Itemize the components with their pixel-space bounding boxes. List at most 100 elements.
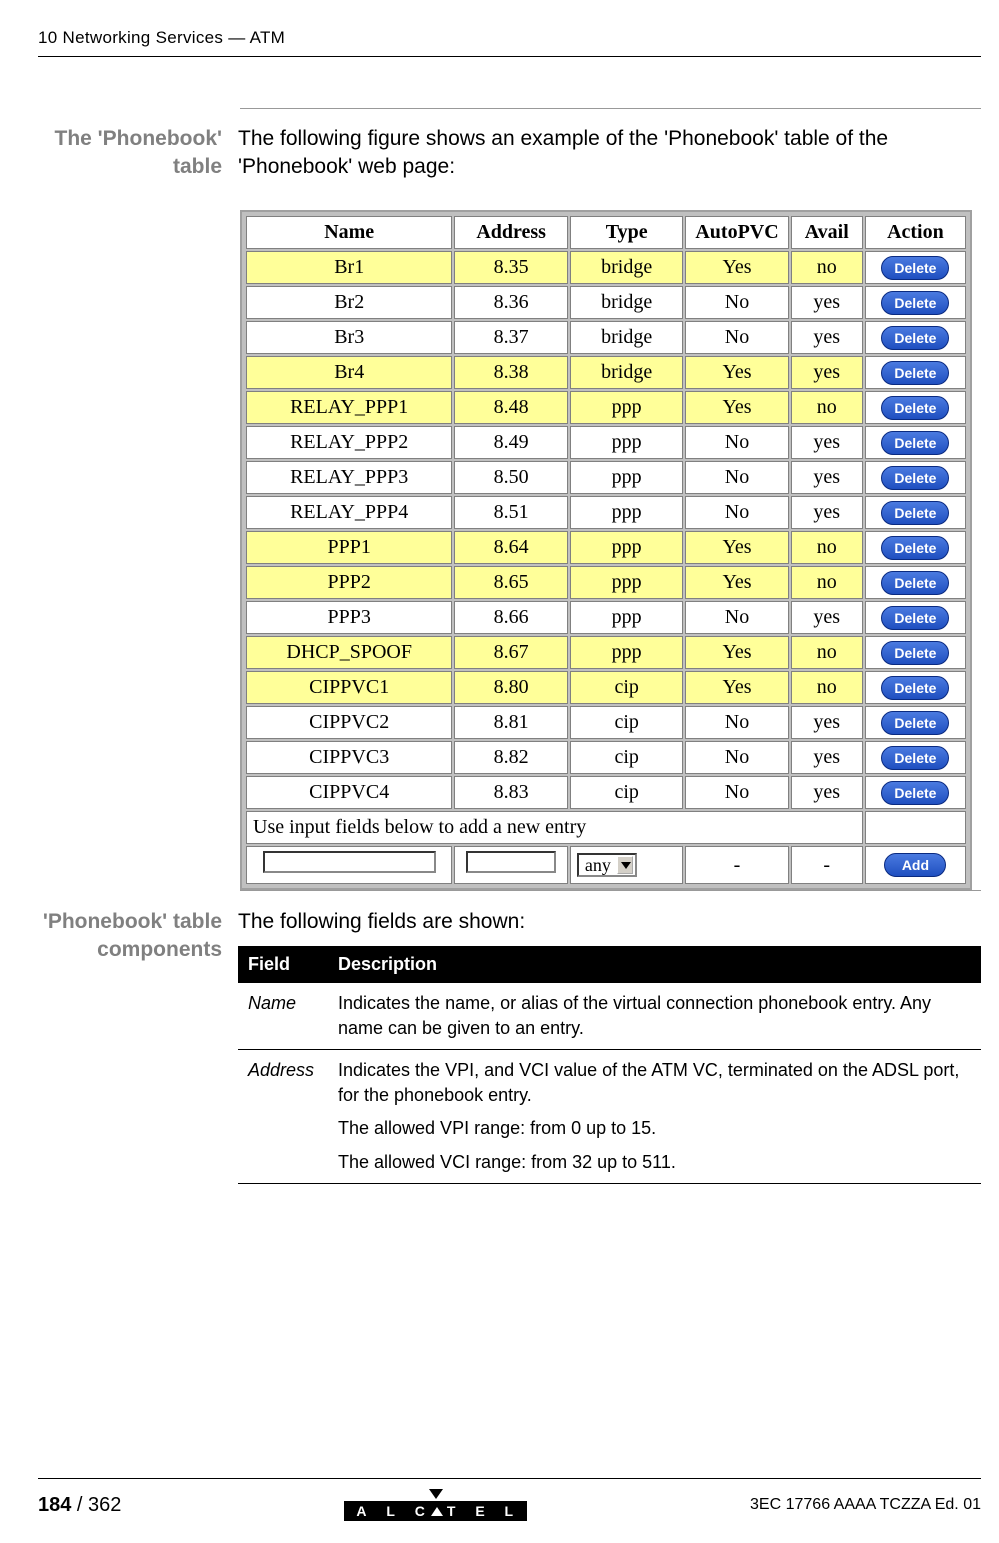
delete-button[interactable]: Delete <box>881 501 949 525</box>
cell-type: ppp <box>570 636 684 669</box>
delete-button[interactable]: Delete <box>881 606 949 630</box>
field-row: NameIndicates the name, or alias of the … <box>238 983 981 1050</box>
logo-inner-triangle-icon <box>431 1507 443 1516</box>
cell-address: 8.80 <box>454 671 568 704</box>
cell-autopvc: Yes <box>685 251 788 284</box>
delete-button[interactable]: Delete <box>881 256 949 280</box>
cell-address: 8.48 <box>454 391 568 424</box>
fields-col-field: Field <box>238 946 328 982</box>
cell-autopvc: Yes <box>685 671 788 704</box>
table-row: Br28.36bridgeNoyesDelete <box>246 286 966 319</box>
cell-type: ppp <box>570 426 684 459</box>
cell-avail: yes <box>791 601 863 634</box>
cell-type: bridge <box>570 321 684 354</box>
cell-action: Delete <box>865 776 966 809</box>
cell-avail: yes <box>791 706 863 739</box>
cell-action: Delete <box>865 601 966 634</box>
section-divider-1 <box>240 108 981 109</box>
type-select-value: any <box>585 855 611 876</box>
cell-avail: no <box>791 636 863 669</box>
cell-name: DHCP_SPOOF <box>246 636 452 669</box>
delete-button[interactable]: Delete <box>881 781 949 805</box>
table-row: DHCP_SPOOF8.67pppYesnoDelete <box>246 636 966 669</box>
page-footer: 184 / 362 A L CT E L 3EC 17766 AAAA TCZZ… <box>38 1478 981 1521</box>
cell-name: CIPPVC4 <box>246 776 452 809</box>
table-row: PPP38.66pppNoyesDelete <box>246 601 966 634</box>
table-row: RELAY_PPP48.51pppNoyesDelete <box>246 496 966 529</box>
section-phonebook-components: 'Phonebook' table components The followi… <box>38 908 981 1184</box>
table-row: RELAY_PPP18.48pppYesnoDelete <box>246 391 966 424</box>
field-desc-line: Indicates the name, or alias of the virt… <box>338 991 971 1041</box>
cell-type: bridge <box>570 356 684 389</box>
name-input[interactable] <box>263 851 436 873</box>
phonebook-header-row: NameAddressTypeAutoPVCAvailAction <box>246 216 966 249</box>
cell-avail: yes <box>791 426 863 459</box>
cell-action: Delete <box>865 671 966 704</box>
intro-text-2: The following fields are shown: <box>238 908 981 936</box>
add-button[interactable]: Add <box>884 853 946 877</box>
cell-address: 8.64 <box>454 531 568 564</box>
cell-address: 8.36 <box>454 286 568 319</box>
delete-button[interactable]: Delete <box>881 711 949 735</box>
delete-button[interactable]: Delete <box>881 466 949 490</box>
cell-action: Delete <box>865 636 966 669</box>
instruction-row: Use input fields below to add a new entr… <box>246 811 966 844</box>
cell-autopvc: No <box>685 776 788 809</box>
running-header: 10 Networking Services — ATM <box>38 28 285 48</box>
cell-action: Delete <box>865 741 966 774</box>
cell-autopvc: Yes <box>685 531 788 564</box>
cell-avail: no <box>791 671 863 704</box>
delete-button[interactable]: Delete <box>881 676 949 700</box>
page-number: 184 / 362 <box>38 1494 121 1517</box>
delete-button[interactable]: Delete <box>881 571 949 595</box>
document-reference: 3EC 17766 AAAA TCZZA Ed. 01 <box>750 1496 981 1514</box>
phonebook-col-type: Type <box>570 216 684 249</box>
cell-name: Br2 <box>246 286 452 319</box>
delete-button[interactable]: Delete <box>881 396 949 420</box>
field-desc-line: The allowed VCI range: from 32 up to 511… <box>338 1150 971 1175</box>
delete-button[interactable]: Delete <box>881 431 949 455</box>
cell-avail: yes <box>791 356 863 389</box>
cell-type: ppp <box>570 496 684 529</box>
cell-action: Delete <box>865 531 966 564</box>
cell-name: CIPPVC2 <box>246 706 452 739</box>
cell-action: Delete <box>865 251 966 284</box>
table-row: CIPPVC28.81cipNoyesDelete <box>246 706 966 739</box>
new-action-cell: Add <box>865 846 966 884</box>
logo-bar: A L CT E L <box>344 1501 527 1521</box>
cell-action: Delete <box>865 461 966 494</box>
table-row: CIPPVC48.83cipNoyesDelete <box>246 776 966 809</box>
cell-autopvc: No <box>685 741 788 774</box>
cell-autopvc: No <box>685 601 788 634</box>
cell-address: 8.35 <box>454 251 568 284</box>
intro-span-1: The following figure shows an example of… <box>238 127 888 178</box>
cell-avail: yes <box>791 741 863 774</box>
delete-button[interactable]: Delete <box>881 641 949 665</box>
cell-type: ppp <box>570 566 684 599</box>
type-select[interactable]: any <box>577 853 637 877</box>
cell-autopvc: No <box>685 496 788 529</box>
cell-action: Delete <box>865 286 966 319</box>
table-row: Br38.37bridgeNoyesDelete <box>246 321 966 354</box>
phonebook-col-action: Action <box>865 216 966 249</box>
cell-action: Delete <box>865 426 966 459</box>
cell-type: ppp <box>570 461 684 494</box>
page-current: 184 <box>38 1494 71 1516</box>
delete-button[interactable]: Delete <box>881 326 949 350</box>
side-heading-2: 'Phonebook' table components <box>38 908 238 1184</box>
chevron-down-icon[interactable] <box>617 856 633 874</box>
cell-avail: no <box>791 251 863 284</box>
delete-button[interactable]: Delete <box>881 746 949 770</box>
phonebook-col-autopvc: AutoPVC <box>685 216 788 249</box>
cell-name: Br3 <box>246 321 452 354</box>
cell-avail: yes <box>791 776 863 809</box>
cell-action: Delete <box>865 356 966 389</box>
address-input[interactable] <box>466 851 556 873</box>
delete-button[interactable]: Delete <box>881 361 949 385</box>
delete-button[interactable]: Delete <box>881 536 949 560</box>
table-row: PPP18.64pppYesnoDelete <box>246 531 966 564</box>
cell-avail: yes <box>791 321 863 354</box>
cell-autopvc: Yes <box>685 566 788 599</box>
cell-name: RELAY_PPP1 <box>246 391 452 424</box>
delete-button[interactable]: Delete <box>881 291 949 315</box>
